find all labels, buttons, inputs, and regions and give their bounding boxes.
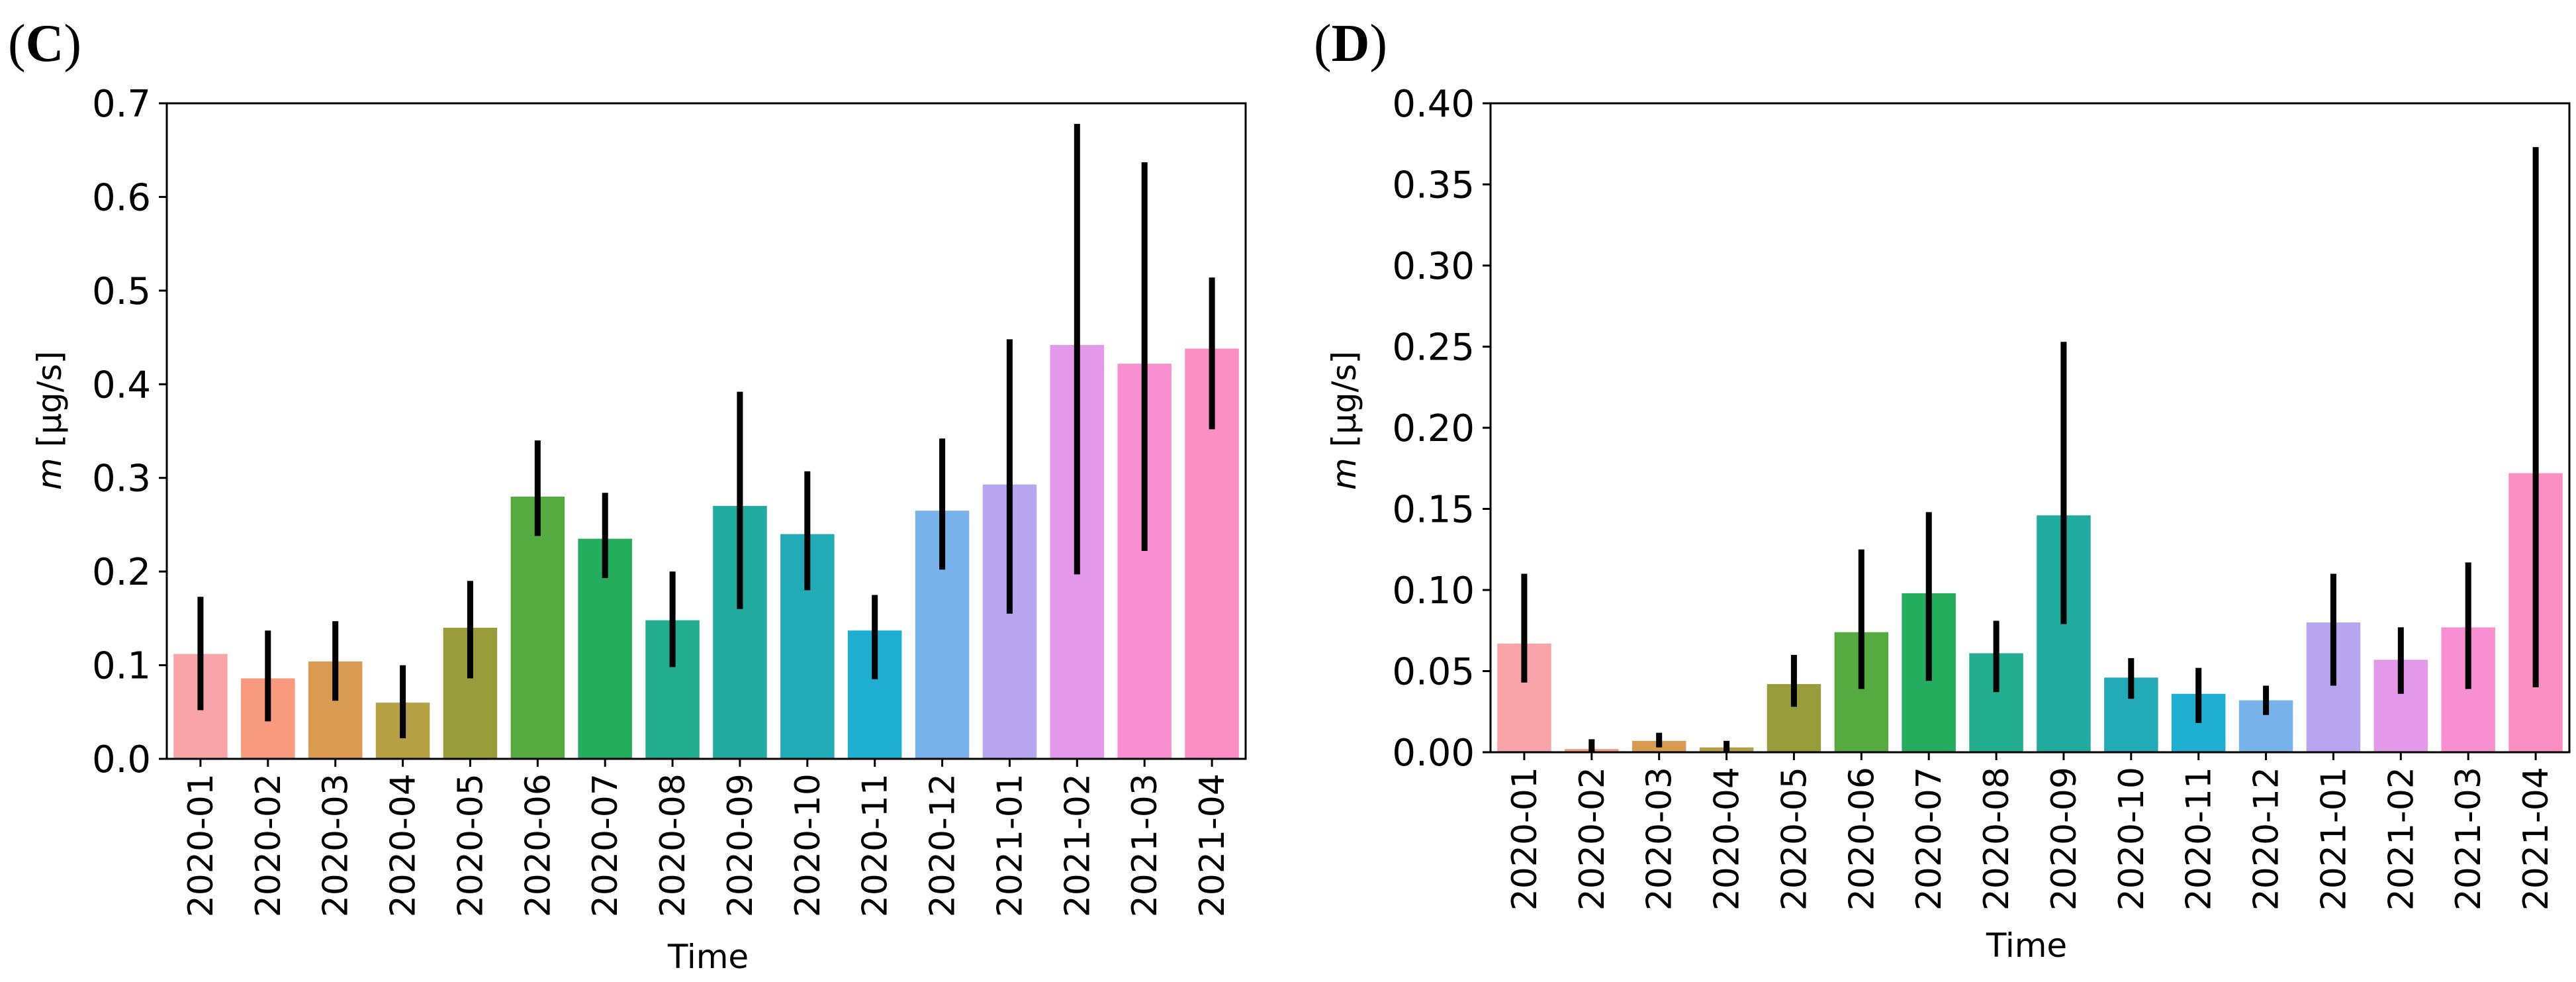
x-tick-label-d: 2021-02 (2381, 767, 2421, 910)
x-ticks-d: 2020-01 2020-02 2020-03 2020-04 2020-05 2020-… (1505, 752, 2556, 910)
y-tick-label-d: 0.30 (1392, 245, 1475, 288)
x-tick-label-c: 2020-11 (856, 773, 896, 917)
x-tick-label-c: 2020-12 (923, 773, 963, 917)
y-ticks-c: 0.0 0.1 0.2 0.3 0.4 0.5 0.6 0.7 (92, 83, 167, 781)
x-axis-title-d: Time (1986, 926, 2067, 965)
y-tick-label-d: 0.10 (1392, 569, 1475, 613)
plot-frame-c (165, 102, 1247, 760)
y-tick-label-d: 0.25 (1392, 326, 1475, 369)
x-tick-label-c: 2021-03 (1125, 773, 1165, 917)
y-tick-label-c: 0.2 (92, 551, 151, 594)
x-axis-title-c: Time (667, 938, 749, 976)
x-tick-label-c: 2020-02 (249, 773, 289, 917)
panel-label-d: (D) (1314, 15, 1387, 73)
y-tick-label-d: 0.20 (1392, 407, 1475, 450)
x-tick-label-d: 2020-08 (1977, 767, 2017, 910)
x-tick-label-d: 2020-03 (1640, 767, 1680, 910)
x-tick-label-c: 2020-05 (451, 773, 490, 917)
error-bars-d (1521, 147, 2539, 752)
x-tick-label-d: 2020-12 (2247, 767, 2287, 910)
x-tick-label-c: 2021-02 (1058, 773, 1097, 917)
x-tick-label-c: 2020-09 (721, 773, 760, 917)
y-tick-label-c: 0.5 (92, 270, 151, 313)
y-tick-label-d: 0.40 (1392, 83, 1475, 126)
y-ticks-d: 0.00 0.05 0.10 0.15 0.20 0.25 0.30 0.35 0.40 (1392, 83, 1491, 775)
x-tick-label-d: 2020-02 (1573, 767, 1612, 910)
y-tick-label-d: 0.00 (1392, 732, 1475, 775)
x-tick-label-c: 2020-08 (653, 773, 693, 917)
x-tick-label-c: 2021-04 (1193, 773, 1232, 917)
y-tick-label-d: 0.15 (1392, 489, 1475, 532)
bars-d (1497, 473, 2563, 752)
bar-c-2020-06 (510, 497, 565, 759)
x-tick-label-c: 2020-03 (316, 773, 356, 917)
y-tick-label-c: 0.3 (92, 458, 151, 501)
x-tick-label-d: 2020-04 (1708, 767, 1747, 910)
x-tick-label-c: 2020-01 (181, 773, 221, 917)
panel-c: (C) m [μg/s] Time 0.00.10.20.30.40.50.60… (8, 15, 1247, 976)
error-bars-c (197, 124, 1215, 738)
x-tick-label-d: 2020-05 (1774, 767, 1814, 910)
panel-letter-d: D (1332, 15, 1370, 73)
x-tick-label-c: 2021-01 (990, 773, 1030, 917)
panel-d: (D) m [μg/s] Time 0.000.050.100.150.200.… (1314, 15, 2571, 965)
y-tick-label-c: 0.0 (92, 738, 151, 781)
x-tick-label-d: 2020-09 (2045, 767, 2084, 910)
x-tick-label-d: 2020-06 (1842, 767, 1882, 910)
x-tick-label-d: 2021-03 (2449, 767, 2489, 910)
x-tick-label-d: 2020-11 (2180, 767, 2219, 910)
y-tick-label-d: 0.35 (1392, 164, 1475, 207)
y-tick-label-c: 0.4 (92, 364, 151, 407)
x-ticks-c: 2020-01 2020-02 2020-03 2020-04 2020-05 2020-… (181, 759, 1232, 917)
x-tick-label-d: 2021-01 (2314, 767, 2354, 910)
y-tick-label-c: 0.1 (92, 645, 151, 688)
x-tick-label-c: 2020-04 (384, 773, 424, 917)
x-tick-label-d: 2020-10 (2112, 767, 2152, 910)
plot-frame-d (1489, 102, 2571, 754)
y-tick-label-d: 0.05 (1392, 651, 1475, 694)
y-tick-label-c: 0.7 (92, 83, 151, 126)
panel-letter-c: C (26, 15, 64, 73)
x-tick-label-d: 2020-01 (1505, 767, 1545, 910)
x-tick-label-c: 2020-10 (788, 773, 828, 917)
x-tick-label-d: 2021-04 (2516, 767, 2556, 910)
x-tick-label-c: 2020-06 (518, 773, 558, 917)
y-axis-title-c: m [μg/s] (30, 351, 69, 490)
bars-c (173, 344, 1239, 759)
y-axis-title-d: m [μg/s] (1325, 351, 1363, 490)
x-tick-label-c: 2020-07 (586, 773, 625, 917)
x-tick-label-d: 2020-07 (1909, 767, 1949, 910)
panel-label-c: (C) (8, 15, 81, 73)
y-tick-label-c: 0.6 (92, 176, 151, 219)
